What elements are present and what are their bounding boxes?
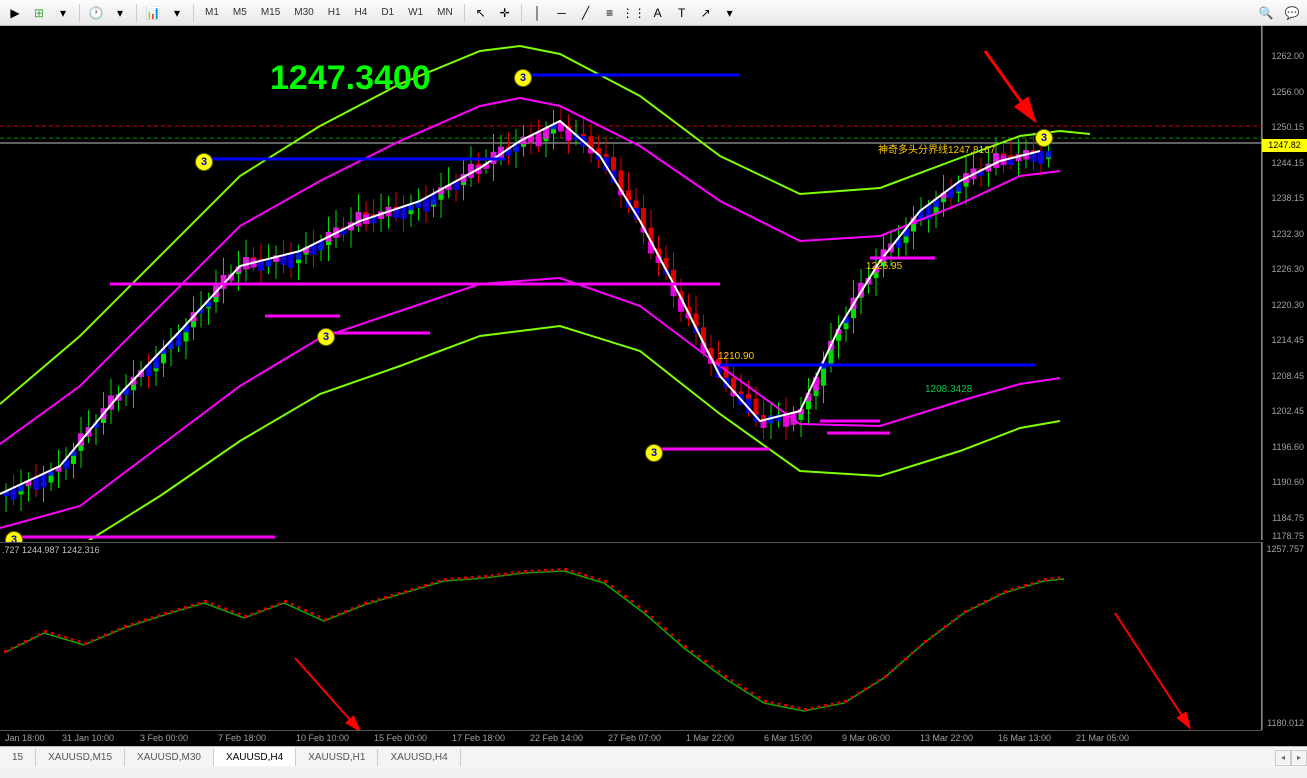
price-label: 1232.30 [1271,229,1304,239]
sub-axis-top: 1257.757 [1266,544,1304,554]
chat-icon[interactable]: 💬 [1281,3,1303,23]
chart-container: 1247.3400 333333 神奇多头分界线1247.81671226.95… [0,26,1307,756]
oscillator-chart[interactable]: .727 1244.987 1242.316 [0,542,1262,730]
price-label: 1214.45 [1271,335,1304,345]
time-axis: Jan 18:00 31 Jan 10:00 3 Feb 00:00 7 Feb 18… [0,730,1262,746]
chart-tab[interactable]: XAUUSD,M15 [36,749,125,766]
timeframe-mn[interactable]: MN [431,3,459,23]
time-label: 6 Mar 15:00 [764,733,812,743]
time-label: 17 Feb 18:00 [452,733,505,743]
price-axis: 1262.00 1256.00 1250.15 1244.15 1238.15 1232.… [1262,26,1307,540]
tab-scroll-left[interactable]: ◂ [1275,750,1291,766]
tab-scroll-right[interactable]: ▸ [1291,750,1307,766]
separator [464,4,465,22]
time-label: 15 Feb 00:00 [374,733,427,743]
dropdown-icon[interactable]: ▾ [52,3,74,23]
timeframe-m30[interactable]: M30 [288,3,319,23]
current-price-tag: 1247.82 [1262,139,1307,152]
price-label: 1256.00 [1271,87,1304,97]
time-label: 7 Feb 18:00 [218,733,266,743]
separator [136,4,137,22]
main-chart-svg [0,26,1262,540]
price-label: 1202.45 [1271,406,1304,416]
annotation-label: 1210.90 [718,351,754,362]
chart-tab[interactable]: 15 [0,749,36,766]
chart-tab[interactable]: XAUUSD,H4 [378,749,460,766]
annotation-label: 1208.3428 [925,384,972,395]
annotation-label: 神奇多头分界线1247.8167 [878,141,995,156]
channel-icon[interactable]: ≡ [599,3,621,23]
time-label: 27 Feb 07:00 [608,733,661,743]
price-label: 1244.15 [1271,158,1304,168]
play-icon[interactable]: ▶ [4,3,26,23]
separator [79,4,80,22]
time-label: 9 Mar 06:00 [842,733,890,743]
time-label: 31 Jan 10:00 [62,733,114,743]
time-label: 3 Feb 00:00 [140,733,188,743]
vertical-line-icon[interactable]: │ [527,3,549,23]
marker-3-icon: 3 [317,328,335,346]
main-chart[interactable]: 1247.3400 333333 神奇多头分界线1247.81671226.95… [0,26,1262,540]
time-label: 16 Mar 13:00 [998,733,1051,743]
oscillator-svg [0,543,1262,731]
chart-tabs: 15XAUUSD,M15XAUUSD,M30XAUUSD,H4XAUUSD,H1… [0,746,1307,768]
tab-scroll: ◂ ▸ [1275,750,1307,766]
oscillator-axis: 1257.757 1180.012 [1262,542,1307,730]
toolbar: ▶ ⊞ ▾ 🕐 ▾ 📊 ▾ M1 M5 M15 M30 H1 H4 D1 W1 … [0,0,1307,26]
timeframe-w1[interactable]: W1 [402,3,429,23]
red-arrow-annotation [980,46,1060,136]
dropdown-icon[interactable]: ▾ [109,3,131,23]
sub-axis-bottom: 1180.012 [1267,718,1304,728]
text-icon[interactable]: A [647,3,669,23]
time-label: 10 Feb 10:00 [296,733,349,743]
price-label: 1196.60 [1272,442,1304,452]
new-chart-icon[interactable]: ⊞ [28,3,50,23]
clock-icon[interactable]: 🕐 [85,3,107,23]
trendline-icon[interactable]: ╱ [575,3,597,23]
dropdown-icon[interactable]: ▾ [719,3,741,23]
separator [521,4,522,22]
separator [193,4,194,22]
price-label: 1178.75 [1272,531,1304,541]
price-label: 1208.45 [1271,371,1304,381]
fib-icon[interactable]: ⋮⋮ [623,3,645,23]
price-label: 1226.30 [1271,264,1304,274]
timeframe-m15[interactable]: M15 [255,3,286,23]
annotation-label: 1226.95 [866,261,902,272]
price-label: 1262.00 [1271,51,1304,61]
price-label: 1184.75 [1272,513,1304,523]
price-label: 1250.15 [1271,122,1304,132]
toolbar-right: 🔍 💬 [1255,3,1303,23]
horizontal-line-icon[interactable]: ─ [551,3,573,23]
label-icon[interactable]: T [671,3,693,23]
timeframe-h1[interactable]: H1 [322,3,347,23]
price-label: 1220.30 [1271,300,1304,310]
timeframe-m5[interactable]: M5 [227,3,253,23]
cursor-icon[interactable]: ↖ [470,3,492,23]
dropdown-icon[interactable]: ▾ [166,3,188,23]
price-label: 1238.15 [1271,193,1304,203]
arrow-tool-icon[interactable]: ↗ [695,3,717,23]
marker-3-icon: 3 [514,69,532,87]
chart-tab[interactable]: XAUUSD,H1 [296,749,378,766]
chart-tab[interactable]: XAUUSD,H4 [214,747,296,766]
marker-3-icon: 3 [195,153,213,171]
time-label: 21 Mar 05:00 [1076,733,1129,743]
timeframe-d1[interactable]: D1 [375,3,400,23]
chart-tab[interactable]: XAUUSD,M30 [125,749,214,766]
chart-type-icon[interactable]: 📊 [142,3,164,23]
crosshair-icon[interactable]: ✛ [494,3,516,23]
time-label: 22 Feb 14:00 [530,733,583,743]
search-icon[interactable]: 🔍 [1255,3,1277,23]
big-price-label: 1247.3400 [270,59,431,98]
time-label: 13 Mar 22:00 [920,733,973,743]
time-label: Jan 18:00 [5,733,45,743]
red-arrow-sub-2 [1110,608,1210,738]
timeframe-m1[interactable]: M1 [199,3,225,23]
marker-3-icon: 3 [645,444,663,462]
time-label: 1 Mar 22:00 [686,733,734,743]
price-label: 1190.60 [1272,477,1304,487]
timeframe-h4[interactable]: H4 [349,3,374,23]
